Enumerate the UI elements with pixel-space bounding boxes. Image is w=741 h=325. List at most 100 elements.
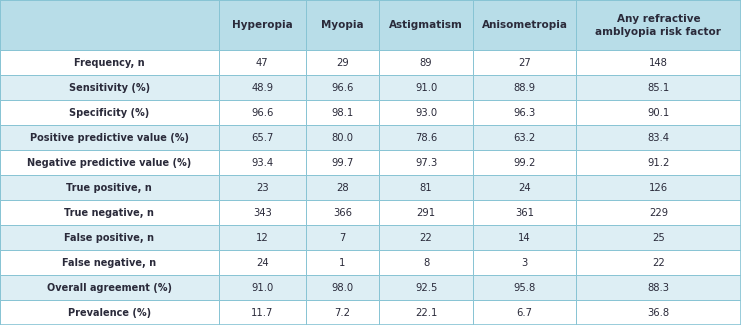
Bar (0, 125, 219, 150)
Bar (306, 225, 379, 250)
Bar (306, 50, 379, 75)
Text: True positive, n: True positive, n (67, 183, 152, 193)
Bar (473, 275, 576, 300)
Text: Overall agreement (%): Overall agreement (%) (47, 282, 172, 292)
Text: 81: 81 (419, 183, 433, 193)
Bar (0, 150, 219, 175)
Bar (576, 250, 741, 275)
Bar (576, 125, 741, 150)
Text: 24: 24 (518, 183, 531, 193)
Text: 91.2: 91.2 (647, 158, 670, 168)
Bar (306, 300, 379, 325)
Text: 47: 47 (256, 58, 269, 68)
Bar (0, 300, 219, 325)
Bar (219, 200, 306, 225)
Bar (576, 225, 741, 250)
Text: 229: 229 (649, 208, 668, 218)
Text: 7.2: 7.2 (334, 307, 350, 318)
Bar (473, 300, 576, 325)
Text: False negative, n: False negative, n (62, 258, 156, 267)
Text: 23: 23 (256, 183, 269, 193)
Text: Hyperopia: Hyperopia (232, 20, 293, 30)
Text: 1: 1 (339, 258, 345, 267)
Bar (0, 200, 219, 225)
Bar (379, 0, 473, 50)
Text: 99.7: 99.7 (331, 158, 353, 168)
Bar (219, 50, 306, 75)
Text: 96.6: 96.6 (331, 83, 353, 93)
Bar (0, 250, 219, 275)
Bar (306, 200, 379, 225)
Bar (306, 150, 379, 175)
Text: 99.2: 99.2 (514, 158, 536, 168)
Text: Specificity (%): Specificity (%) (69, 108, 150, 118)
Text: 83.4: 83.4 (648, 133, 669, 143)
Text: 11.7: 11.7 (251, 307, 273, 318)
Text: 80.0: 80.0 (331, 133, 353, 143)
Text: 98.0: 98.0 (331, 282, 353, 292)
Text: 96.6: 96.6 (251, 108, 273, 118)
Bar (379, 50, 473, 75)
Text: 95.8: 95.8 (514, 282, 536, 292)
Bar (576, 175, 741, 200)
Text: 8: 8 (423, 258, 429, 267)
Bar (576, 275, 741, 300)
Bar (473, 175, 576, 200)
Bar (473, 0, 576, 50)
Bar (576, 150, 741, 175)
Bar (306, 175, 379, 200)
Bar (379, 100, 473, 125)
Bar (219, 100, 306, 125)
Bar (576, 200, 741, 225)
Text: 22: 22 (652, 258, 665, 267)
Text: 148: 148 (649, 58, 668, 68)
Bar (0, 0, 219, 50)
Bar (379, 75, 473, 100)
Bar (379, 300, 473, 325)
Bar (306, 0, 379, 50)
Text: 92.5: 92.5 (415, 282, 437, 292)
Text: 291: 291 (416, 208, 436, 218)
Bar (379, 200, 473, 225)
Text: 78.6: 78.6 (415, 133, 437, 143)
Text: 29: 29 (336, 58, 349, 68)
Bar (306, 75, 379, 100)
Bar (473, 125, 576, 150)
Bar (306, 275, 379, 300)
Text: 36.8: 36.8 (648, 307, 669, 318)
Text: True negative, n: True negative, n (64, 208, 154, 218)
Bar (473, 50, 576, 75)
Bar (306, 100, 379, 125)
Bar (473, 75, 576, 100)
Bar (0, 275, 219, 300)
Bar (473, 225, 576, 250)
Bar (219, 225, 306, 250)
Bar (379, 275, 473, 300)
Bar (473, 150, 576, 175)
Bar (379, 125, 473, 150)
Text: 12: 12 (256, 233, 269, 243)
Bar (473, 200, 576, 225)
Text: 98.1: 98.1 (331, 108, 353, 118)
Bar (219, 175, 306, 200)
Text: Frequency, n: Frequency, n (74, 58, 144, 68)
Text: 6.7: 6.7 (516, 307, 533, 318)
Text: False positive, n: False positive, n (64, 233, 154, 243)
Bar (0, 175, 219, 200)
Bar (219, 275, 306, 300)
Text: 93.4: 93.4 (251, 158, 273, 168)
Text: 25: 25 (652, 233, 665, 243)
Bar (219, 75, 306, 100)
Bar (0, 50, 219, 75)
Bar (379, 175, 473, 200)
Bar (219, 300, 306, 325)
Bar (576, 0, 741, 50)
Bar (0, 75, 219, 100)
Bar (219, 250, 306, 275)
Text: 22: 22 (419, 233, 433, 243)
Text: Sensitivity (%): Sensitivity (%) (69, 83, 150, 93)
Text: 88.9: 88.9 (514, 83, 536, 93)
Text: 343: 343 (253, 208, 272, 218)
Text: 90.1: 90.1 (647, 108, 670, 118)
Text: 88.3: 88.3 (648, 282, 669, 292)
